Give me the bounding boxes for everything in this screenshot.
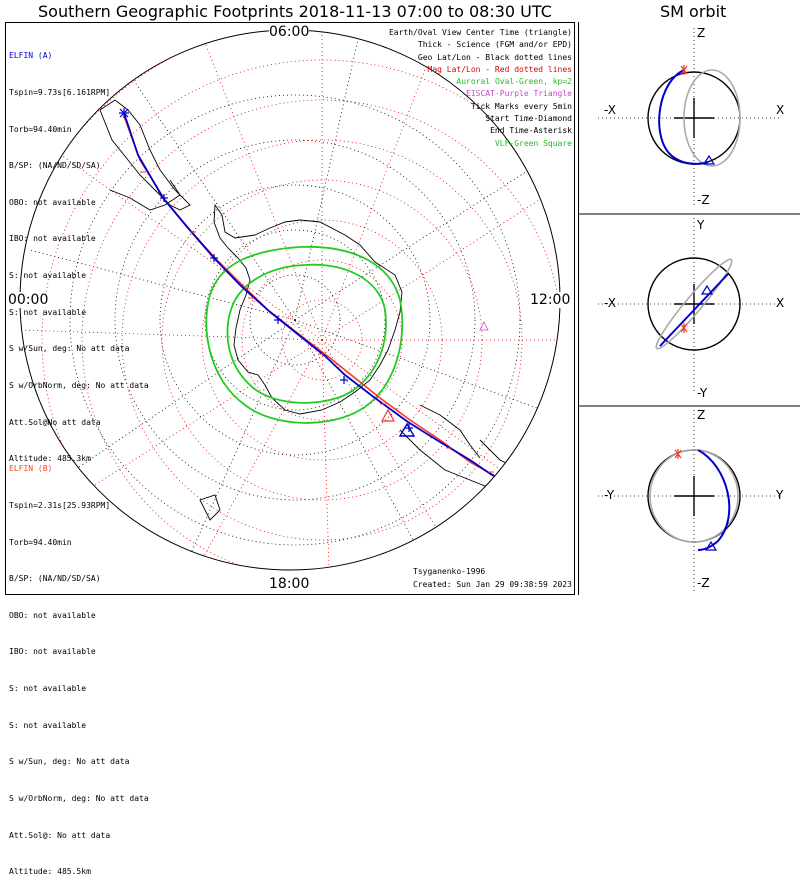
legend-item: Tick Marks every 5min <box>470 101 572 111</box>
elfin-b-line: S: not available <box>9 684 87 694</box>
sm-orbit-xz-panel <box>598 28 780 208</box>
elfin-a-line: S: not available <box>9 271 87 281</box>
yz-axis-left: -Y <box>604 488 615 502</box>
mag-longitude-grid <box>20 30 560 570</box>
elfin-b-track <box>123 115 516 481</box>
elfin-a-tick-marks <box>160 194 517 483</box>
xz-axis-right: X <box>776 103 785 117</box>
legend-item: EISCAT-Purple Triangle <box>466 89 572 99</box>
eiscat-triangle <box>479 321 489 331</box>
elfin-a-line: IBO: not available <box>9 234 96 244</box>
legend-item: End Time-Asterisk <box>490 126 572 136</box>
hour-label-bottom: 18:00 <box>269 576 310 592</box>
hour-label-left: 00:00 <box>8 292 49 308</box>
legend-item: Geo Lat/Lon - Black dotted lines <box>417 52 572 62</box>
elfin-a-line: Tspin=9.73s[6.161RPM] <box>9 88 111 98</box>
yz-axis-top: Z <box>697 408 706 422</box>
elfin-a-line: Torb=94.40min <box>9 124 72 134</box>
sm-orbit-panels <box>578 22 799 595</box>
hour-label-right: 12:00 <box>530 292 571 308</box>
elfin-a-info: ELFIN (A) Tspin=9.73s[6.161RPM] Torb=94.… <box>9 26 149 478</box>
xz-axis-bottom: -Z <box>697 193 710 207</box>
page-title: Southern Geographic Footprints 2018-11-1… <box>38 2 552 21</box>
xy-axis-left: -X <box>604 296 616 310</box>
geo-longitude-grid <box>29 30 560 570</box>
elfin-b-line: Torb=94.40min <box>9 537 72 547</box>
elfin-b-line: B/SP: (NA/ND/SD/SA) <box>9 574 101 584</box>
orbit-panel-title: SM orbit <box>660 2 727 21</box>
footer-created: Created: Sun Jan 29 09:38:59 2023 <box>413 580 572 589</box>
elfin-a-line: S: not available <box>9 307 87 317</box>
coastlines <box>99 99 560 570</box>
elfin-a-line: OBO: not available <box>9 197 96 207</box>
sm-orbit-xy-panel <box>598 218 780 394</box>
elfin-a-name: ELFIN (A) <box>9 51 53 61</box>
legend-item: Mag Lat/Lon - Red dotted lines <box>427 64 573 74</box>
elfin-b-line: Altitude: 485.5km <box>9 867 91 877</box>
yz-axis-right: Y <box>776 488 784 502</box>
legend-item: Auroral Oval-Green, kp=2 <box>456 77 572 87</box>
footprint-map-panel <box>5 22 575 595</box>
elfin-a-view-center-triangle <box>398 422 416 437</box>
legend-item: VLF-Green Square <box>494 138 572 148</box>
footer-author: Tsyganenko-1996 <box>413 567 486 576</box>
elfin-b-name: ELFIN (B) <box>9 464 53 474</box>
elfin-a-track <box>123 112 516 482</box>
elfin-a-line: B/SP: (NA/ND/SD/SA) <box>9 161 101 171</box>
geo-latitude-grid <box>69 94 521 546</box>
elfin-b-tick-marks <box>140 171 494 473</box>
xy-axis-top: Y <box>697 218 705 232</box>
elfin-b-view-center-triangle <box>380 408 396 422</box>
elfin-b-line: S: not available <box>9 720 87 730</box>
elfin-b-line: IBO: not available <box>9 647 96 657</box>
elfin-b-info: ELFIN (B) Tspin=2.31s[25.93RPM] Torb=94.… <box>9 439 149 891</box>
sm-orbit-yz-panel <box>598 410 780 592</box>
xz-axis-left: -X <box>604 103 616 117</box>
elfin-b-line: Tspin=2.31s[25.93RPM] <box>9 501 111 511</box>
elfin-b-line: OBO: not available <box>9 610 96 620</box>
legend-item: Thick - Science (FGM and/or EPD) <box>417 40 572 50</box>
elfin-b-line: S w/Sun, deg: No att data <box>9 757 130 767</box>
elfin-a-line: S w/Sun, deg: No att data <box>9 344 130 354</box>
auroral-oval <box>205 245 404 424</box>
elfin-a-line: Att.Sol@No att data <box>9 417 101 427</box>
xz-axis-top: Z <box>697 26 706 40</box>
legend-item: Start Time-Diamond <box>485 114 572 124</box>
legend-item: Earth/Oval View Center Time (triangle) <box>388 28 572 37</box>
start-time-marker <box>119 108 129 118</box>
elfin-b-line: Att.Sol@: No att data <box>9 830 111 840</box>
elfin-a-line: Altitude: 485.3km <box>9 454 91 464</box>
yz-axis-bottom: -Z <box>697 576 710 590</box>
xy-axis-bottom: -Y <box>697 386 708 400</box>
elfin-a-line: S w/OrbNorm, deg: No att data <box>9 380 149 390</box>
elfin-b-line: S w/OrbNorm, deg: No att data <box>9 793 149 803</box>
hour-label-top: 06:00 <box>269 24 310 40</box>
map-legend: Earth/Oval View Center Time (triangle) T… <box>389 27 572 150</box>
xy-axis-right: X <box>776 296 785 310</box>
